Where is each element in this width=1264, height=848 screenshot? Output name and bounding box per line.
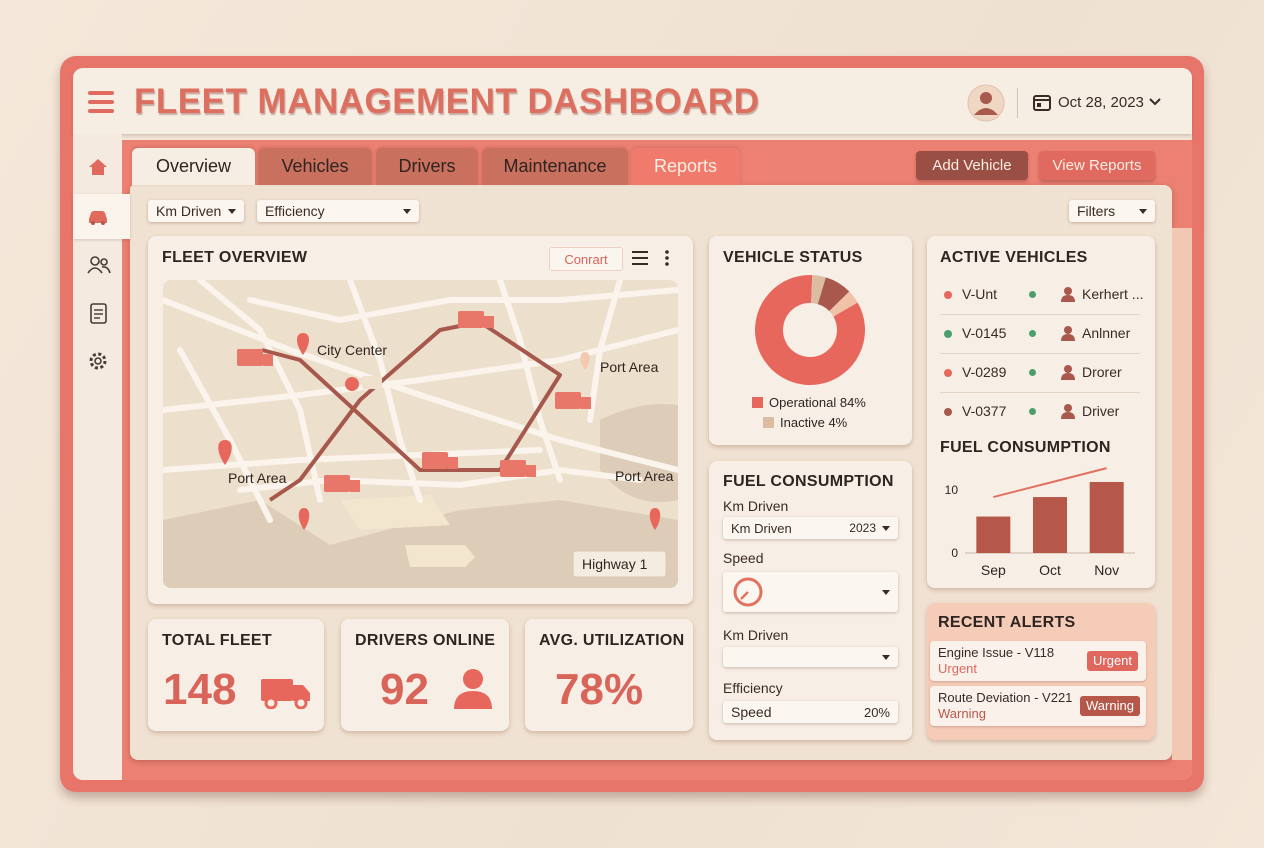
- alert-badge[interactable]: Warning: [1080, 696, 1140, 716]
- calendar-icon: [1033, 95, 1051, 111]
- date[interactable]: Oct 28, 2023: [1058, 94, 1144, 111]
- status-dot: [944, 369, 952, 377]
- card-menu[interactable]: [630, 249, 676, 267]
- tab[interactable]: Reports: [631, 148, 740, 185]
- online-dot: [1029, 369, 1036, 376]
- field-select[interactable]: Speed 20%: [723, 701, 898, 723]
- divider: [1017, 88, 1018, 118]
- map-label: Port Area: [228, 470, 287, 486]
- field-label: Speed: [723, 550, 764, 566]
- person-icon: [454, 669, 492, 709]
- vehicle-status-card: [709, 236, 912, 445]
- driver-icon: [1061, 365, 1075, 380]
- row-divider: [940, 353, 1140, 354]
- tab[interactable]: Drivers: [376, 148, 478, 185]
- panel-edge: [1172, 228, 1192, 760]
- home-icon[interactable]: [86, 155, 110, 179]
- driver-icon: [1061, 326, 1075, 341]
- stat-label: DRIVERS ONLINE: [355, 632, 496, 649]
- view-reports-button[interactable]: View Reports: [1039, 151, 1155, 180]
- alert-level: Urgent: [938, 661, 978, 676]
- menu-icon[interactable]: [86, 88, 118, 116]
- settings-icon[interactable]: [86, 349, 110, 373]
- vehicle-id[interactable]: V-Unt: [962, 286, 998, 302]
- filter-label: Km Driven: [156, 203, 222, 219]
- field-value: Speed: [731, 704, 772, 720]
- stat-value: 92: [380, 665, 429, 714]
- card-title: ACTIVE VEHICLES: [940, 249, 1088, 266]
- row-divider: [940, 392, 1140, 393]
- driver-name: Kerhert ...: [1082, 286, 1144, 302]
- online-dot: [1029, 408, 1036, 415]
- driver-icon: [1061, 404, 1075, 419]
- alert-level: Warning: [938, 706, 986, 721]
- vehicle-icon[interactable]: [86, 204, 110, 228]
- card-title: VEHICLE STATUS: [723, 249, 863, 266]
- vehicle-id[interactable]: V-0289: [962, 364, 1007, 380]
- driver-name: Anlnner: [1082, 325, 1131, 341]
- card-title: FUEL CONSUMPTION: [940, 439, 1111, 456]
- field-label: Km Driven: [723, 498, 789, 514]
- map-label: City Center: [317, 342, 387, 358]
- filter-label: Efficiency: [265, 203, 325, 219]
- date-chevron[interactable]: [1148, 96, 1162, 108]
- stat-label: TOTAL FLEET: [162, 632, 272, 649]
- online-dot: [1029, 291, 1036, 298]
- filters-button[interactable]: Filters: [1069, 200, 1155, 222]
- vehicle-id[interactable]: V-0145: [962, 325, 1007, 341]
- driver-name: Drorer: [1082, 364, 1122, 380]
- filter-select[interactable]: Efficiency: [257, 200, 419, 222]
- avatar[interactable]: [966, 83, 1006, 123]
- driver-icon: [1061, 287, 1075, 302]
- field-select[interactable]: [723, 572, 898, 612]
- tab[interactable]: Vehicles: [258, 148, 372, 185]
- stat-card: [148, 619, 324, 731]
- field-label: Efficiency: [723, 680, 783, 696]
- header-bar: [73, 68, 1192, 134]
- map-label: Highway 1: [582, 556, 648, 572]
- alert-badge[interactable]: Urgent: [1087, 651, 1139, 671]
- stat-value: 78%: [555, 665, 644, 714]
- card-title: FLEET OVERVIEW: [162, 249, 308, 266]
- map[interactable]: City Center Port Area Port Area Port Are…: [163, 280, 678, 588]
- truck-icon: [261, 679, 310, 709]
- field-extra: 20%: [863, 704, 890, 720]
- online-dot: [1029, 330, 1036, 337]
- field-select[interactable]: Km Driven 2023: [723, 517, 898, 539]
- field-select[interactable]: [723, 647, 898, 667]
- gauge-icon: [733, 577, 763, 607]
- filter-label: Filters: [1077, 203, 1116, 219]
- field-value: Km Driven: [731, 520, 792, 536]
- map-label: Port Area: [615, 468, 674, 484]
- map-label: Port Area: [600, 359, 659, 375]
- field-label: Km Driven: [723, 627, 789, 643]
- status-dot: [944, 330, 952, 338]
- tab[interactable]: Overview: [132, 148, 255, 185]
- card-title: FUEL CONSUMPTION: [723, 473, 894, 490]
- row-divider: [940, 314, 1140, 315]
- add-vehicle-button[interactable]: Add Vehicle: [916, 151, 1028, 180]
- reports-icon[interactable]: [88, 302, 110, 326]
- status-dot: [944, 408, 952, 416]
- stat-card: [525, 619, 693, 731]
- contrast-button[interactable]: Conrart: [549, 247, 623, 271]
- page-title: FLEET MANAGEMENT DASHBOARD: [134, 82, 760, 121]
- status-dot: [944, 291, 952, 299]
- stat-label: AVG. UTILIZATION: [539, 632, 685, 649]
- stat-value: 148: [163, 665, 237, 714]
- filter-select[interactable]: Km Driven: [148, 200, 244, 222]
- drivers-icon[interactable]: [86, 253, 112, 277]
- field-extra: 2023: [849, 521, 876, 535]
- driver-name: Driver: [1082, 403, 1120, 419]
- alert-text: Engine Issue - V118: [938, 645, 1055, 660]
- sidebar: [73, 134, 122, 780]
- alert-text: Route Deviation - V221: [938, 690, 1073, 705]
- tab[interactable]: Maintenance: [482, 148, 628, 185]
- card-title: RECENT ALERTS: [938, 614, 1076, 631]
- vehicle-id[interactable]: V-0377: [962, 403, 1007, 419]
